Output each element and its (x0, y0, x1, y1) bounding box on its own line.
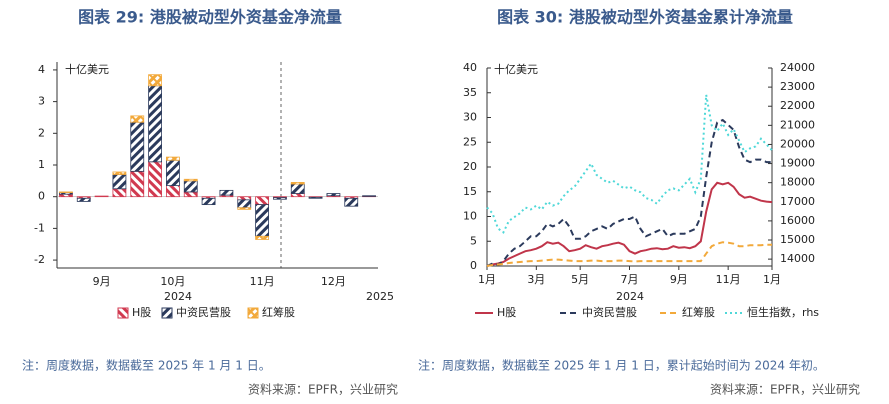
bar-segment (255, 204, 269, 237)
y-tick-label: 20 (463, 160, 477, 173)
y2-tick-label: 20000 (780, 137, 815, 150)
y-tick-label: 35 (463, 86, 477, 99)
bar-segment (290, 183, 305, 194)
bar-segment (112, 174, 127, 190)
y2-tick-label: 18000 (780, 176, 815, 189)
y-tick-label: 3 (38, 95, 45, 108)
y2-tick-label: 22000 (780, 99, 815, 112)
bar-segment (201, 197, 216, 206)
x-tick-label: 5月 (571, 273, 589, 286)
line-series (486, 181, 773, 267)
x-tick-label: 12月 (321, 275, 346, 288)
note: 注：周度数据，数据截至 2025 年 1 月 1 日，累计起始时间为 2024 … (418, 358, 825, 373)
bar-segment (59, 191, 73, 193)
bar-segment (326, 193, 341, 197)
bar-segment (112, 171, 127, 175)
legend-label: 恒生指数，rhs (747, 305, 819, 319)
y-unit: 十亿美元 (65, 62, 109, 76)
x-tick-label: 9月 (93, 275, 111, 288)
y-tick-label: 0 (38, 190, 45, 203)
year-label: 2025 (366, 290, 394, 303)
bar-segment (130, 121, 145, 172)
bar-segment (148, 85, 162, 163)
x-tick-label: 11月 (716, 273, 741, 286)
line-series (486, 118, 772, 267)
legend-swatch (161, 307, 173, 319)
y2-tick-label: 19000 (780, 157, 815, 170)
y-tick-label: 4 (38, 63, 45, 76)
legend-swatch (247, 307, 259, 319)
bar-segment (94, 195, 109, 198)
bar-segment (166, 159, 180, 187)
x-tick-label: 3月 (527, 273, 545, 286)
x-tick-label: 1月 (763, 273, 781, 286)
bar-segment (237, 207, 252, 210)
y2-tick-label: 23000 (780, 80, 815, 93)
legend-label: 红筹股 (682, 305, 715, 319)
source: 资料来源：EPFR，兴业研究 (710, 382, 860, 397)
chart-title: 图表 30: 港股被动型外资基金累计净流量 (497, 8, 793, 27)
bar-segment (273, 197, 287, 200)
y2-tick-label: 24000 (780, 61, 815, 74)
y2-tick-label: 14000 (780, 252, 815, 265)
bar-segment (166, 156, 180, 161)
y-tick-label: 30 (463, 111, 477, 124)
legend-label: H股 (132, 306, 151, 319)
bar-segment (183, 178, 198, 182)
year-label: 2024 (616, 290, 644, 303)
bar-segment (130, 170, 145, 198)
bar-segment (112, 188, 127, 198)
legend-label: H股 (497, 306, 516, 319)
bar-segment (344, 197, 359, 207)
bar-segment (362, 195, 376, 197)
y-tick-label: 5 (470, 234, 477, 247)
x-tick-label: 9月 (670, 273, 688, 286)
x-tick-label: 1月 (478, 273, 496, 286)
bar-segment (148, 161, 162, 198)
legend-label: 中资民营股 (176, 305, 231, 319)
bar-segment (166, 185, 180, 198)
y2-tick-label: 15000 (780, 233, 815, 246)
y2-tick-label: 21000 (780, 118, 815, 131)
line-series (486, 241, 772, 267)
year-label: 2024 (164, 290, 192, 303)
y-tick-label: 40 (463, 61, 477, 74)
x-tick-label: 11月 (250, 275, 275, 288)
bar-segment (130, 115, 145, 123)
y-tick-label: 25 (463, 135, 477, 148)
bar-segment (183, 191, 198, 198)
note: 注：周度数据，数据截至 2025 年 1 月 1 日。 (22, 358, 271, 373)
bar-segment (148, 74, 162, 87)
source: 资料来源：EPFR，兴业研究 (248, 382, 398, 397)
bar-segment (308, 196, 323, 199)
y-tick-label: 2 (38, 126, 45, 139)
legend-label: 中资民营股 (582, 305, 637, 319)
bar-segment (76, 197, 91, 202)
y2-tick-label: 16000 (780, 214, 815, 227)
line-series (486, 94, 773, 234)
bar-segment (237, 199, 252, 209)
y-unit: 十亿美元 (494, 62, 538, 76)
bar-segment (237, 196, 252, 201)
bar-segment (255, 196, 269, 206)
bar-segment (290, 193, 305, 198)
y-tick-label: 1 (38, 158, 45, 171)
bar-segment (183, 180, 198, 193)
y-tick-label: 10 (463, 210, 477, 223)
y-tick-label: -1 (34, 221, 45, 234)
y-tick-label: -2 (34, 253, 45, 266)
bar-segment (290, 182, 305, 185)
legend-label: 红筹股 (262, 305, 295, 319)
y2-tick-label: 17000 (780, 195, 815, 208)
bar-segment (255, 235, 269, 240)
y-tick-label: 0 (470, 259, 477, 272)
x-tick-label: 10月 (160, 275, 185, 288)
y-tick-label: 15 (463, 185, 477, 198)
chart-title: 图表 29: 港股被动型外资基金净流量 (78, 8, 342, 27)
legend-swatch (117, 307, 129, 319)
x-tick-label: 7月 (621, 273, 639, 286)
bar-segment (219, 189, 234, 196)
